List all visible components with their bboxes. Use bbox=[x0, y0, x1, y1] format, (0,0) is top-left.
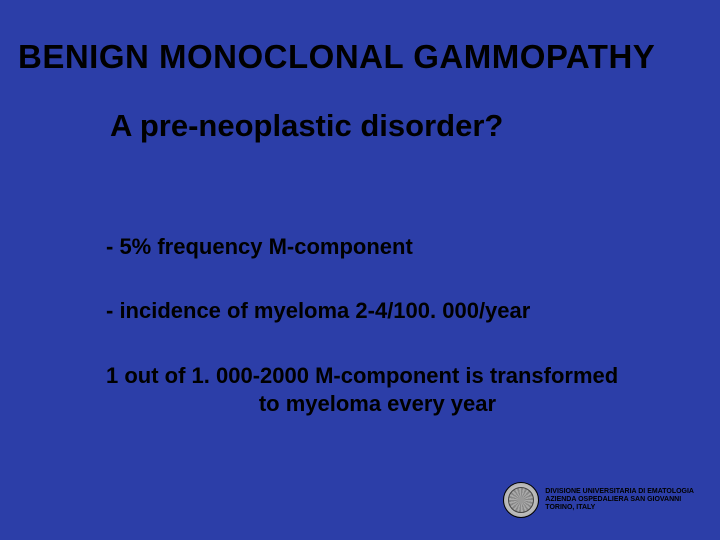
slide-title: BENIGN MONOCLONAL GAMMOPATHY bbox=[18, 38, 702, 76]
conclusion-line-2: to myeloma every year bbox=[259, 391, 496, 416]
bullet-item-2: - incidence of myeloma 2-4/100. 000/year bbox=[106, 298, 530, 324]
conclusion-text: 1 out of 1. 000-2000 M-component is tran… bbox=[106, 362, 618, 417]
institution-logo-block: DIVISIONE UNIVERSITARIA DI EMATOLOGIA AZ… bbox=[503, 482, 694, 518]
slide-subtitle: A pre-neoplastic disorder? bbox=[110, 108, 503, 144]
conclusion-line-1: 1 out of 1. 000-2000 M-component is tran… bbox=[106, 363, 618, 388]
bullet-item-1: - 5% frequency M-component bbox=[106, 234, 413, 260]
institution-text: DIVISIONE UNIVERSITARIA DI EMATOLOGIA AZ… bbox=[545, 488, 694, 511]
seal-icon bbox=[503, 482, 539, 518]
institution-line-1: DIVISIONE UNIVERSITARIA DI EMATOLOGIA bbox=[545, 488, 694, 495]
institution-line-2: AZIENDA OSPEDALIERA SAN GIOVANNI bbox=[545, 496, 681, 503]
institution-line-3: TORINO, ITALY bbox=[545, 504, 595, 511]
